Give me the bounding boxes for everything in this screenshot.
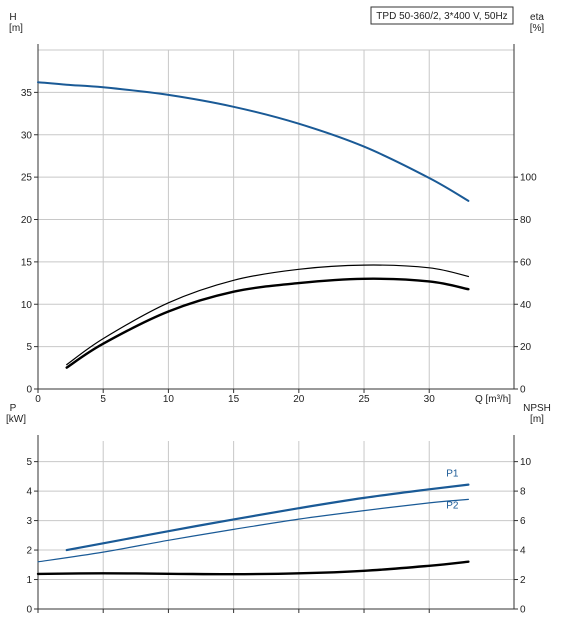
x-tick-label: 20 bbox=[293, 394, 305, 405]
x-tick-label: 15 bbox=[228, 394, 240, 405]
right-tick-label: 10 bbox=[520, 457, 532, 468]
bottom-axes bbox=[34, 435, 518, 613]
right-axis-title: eta bbox=[530, 12, 544, 23]
left-tick-label: 2 bbox=[26, 546, 32, 557]
x-tick-label: 10 bbox=[163, 394, 175, 405]
left-tick-label: 0 bbox=[26, 385, 32, 396]
left-tick-label: 3 bbox=[26, 516, 32, 527]
left-tick-label: 35 bbox=[21, 88, 33, 99]
left-tick-label: 1 bbox=[26, 575, 32, 586]
left-tick-label: 0 bbox=[26, 605, 32, 616]
right-tick-label: 0 bbox=[520, 385, 526, 396]
right-axis-unit: [m] bbox=[530, 414, 544, 425]
right-tick-label: 20 bbox=[520, 342, 532, 353]
left-tick-label: 4 bbox=[26, 487, 32, 498]
series-line-0 bbox=[37, 81, 470, 202]
top-labels: 0 5 10 15 20 25 30 35 0 20 40 60 80 100 0 5 10 15 20 25 30 Q … bbox=[9, 12, 544, 405]
x-tick-label: 0 bbox=[35, 394, 41, 405]
bottom-grid bbox=[38, 441, 514, 609]
bottom-labels: 0 1 2 3 4 5 0 2 4 6 8 10 P[kW] NPSH[m] P1 P2 bbox=[6, 403, 551, 616]
series-p2-line bbox=[37, 498, 469, 563]
series-label-p1: P1 bbox=[446, 469, 459, 480]
x-axis-label: Q [m³/h] bbox=[475, 394, 511, 405]
left-tick-label: 5 bbox=[26, 342, 32, 353]
left-tick-label: 30 bbox=[21, 130, 33, 141]
right-axis-unit: [%] bbox=[530, 23, 545, 34]
series-label-p2: P2 bbox=[446, 500, 459, 511]
top-series bbox=[37, 81, 470, 369]
right-tick-label: 0 bbox=[520, 605, 526, 616]
right-tick-label: 8 bbox=[520, 487, 526, 498]
left-tick-label: 5 bbox=[26, 457, 32, 468]
x-tick-label: 25 bbox=[358, 394, 370, 405]
top-axes bbox=[34, 44, 518, 393]
right-tick-label: 6 bbox=[520, 516, 526, 527]
left-tick-label: 25 bbox=[21, 173, 33, 184]
left-tick-label: 10 bbox=[21, 300, 33, 311]
series-line-1 bbox=[66, 264, 469, 366]
series-p1-line bbox=[65, 483, 470, 552]
x-tick-label: 30 bbox=[424, 394, 436, 405]
left-axis-unit: [m] bbox=[9, 23, 23, 34]
right-tick-label: 100 bbox=[520, 173, 537, 184]
right-tick-label: 40 bbox=[520, 300, 532, 311]
chart-title-box: TPD 50-360/2, 3*400 V, 50Hz bbox=[370, 6, 514, 25]
left-axis-title: P bbox=[10, 403, 17, 414]
top-grid bbox=[38, 49, 514, 389]
left-axis-title: H bbox=[9, 12, 16, 23]
right-tick-label: 80 bbox=[520, 215, 532, 226]
series-line-2 bbox=[36, 560, 470, 576]
chart-title: TPD 50-360/2, 3*400 V, 50Hz bbox=[376, 11, 507, 22]
power-npsh-chart: 0 1 2 3 4 5 0 2 4 6 8 10 P[kW] NPSH[m] P1 P2 bbox=[6, 403, 551, 616]
left-tick-label: 20 bbox=[21, 215, 33, 226]
left-tick-label: 15 bbox=[21, 257, 33, 268]
right-tick-label: 4 bbox=[520, 546, 526, 557]
series-line-2 bbox=[65, 277, 470, 369]
right-axis-title: NPSH bbox=[523, 403, 551, 414]
right-tick-label: 60 bbox=[520, 257, 532, 268]
x-tick-label: 5 bbox=[100, 394, 106, 405]
bottom-series bbox=[36, 483, 470, 576]
left-axis-unit: [kW] bbox=[6, 414, 26, 425]
right-tick-label: 2 bbox=[520, 575, 526, 586]
head-efficiency-chart: 0 5 10 15 20 25 30 35 0 20 40 60 80 100 0 5 10 15 20 25 30 Q … bbox=[9, 6, 544, 405]
